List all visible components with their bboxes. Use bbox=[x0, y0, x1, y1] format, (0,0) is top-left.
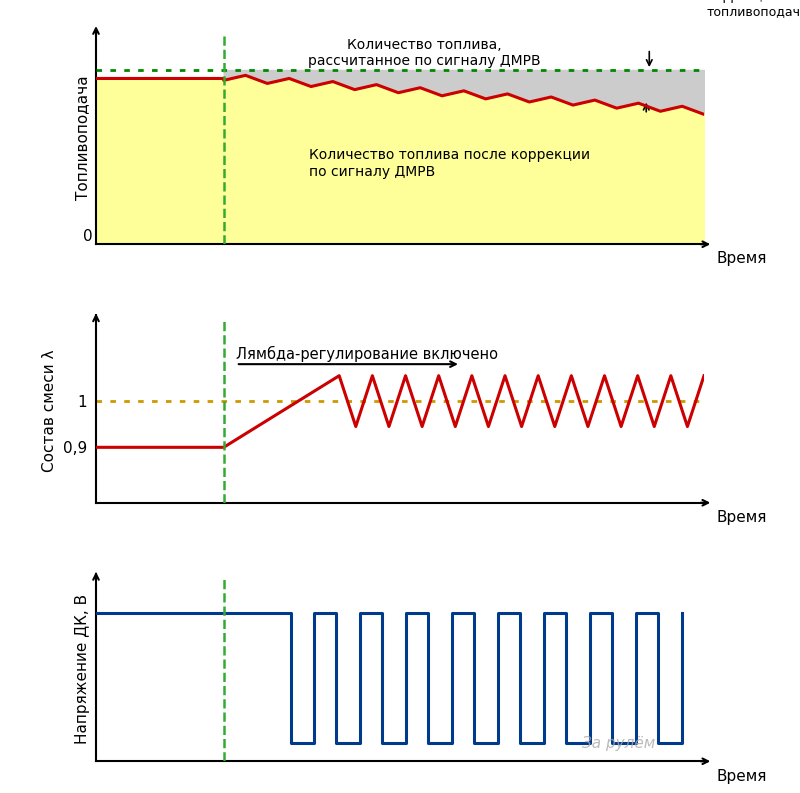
Text: Время: Время bbox=[716, 510, 766, 525]
Text: Количество топлива,
рассчитанное по сигналу ДМРВ: Количество топлива, рассчитанное по сигн… bbox=[308, 38, 541, 68]
Text: За рулём: За рулём bbox=[582, 737, 656, 751]
Text: Лямбда-регулирование включено: Лямбда-регулирование включено bbox=[236, 346, 498, 362]
Y-axis label: Состав смеси λ: Состав смеси λ bbox=[42, 349, 57, 472]
Text: Коррекция
топливоподачи: Коррекция топливоподачи bbox=[707, 0, 800, 18]
Text: 0: 0 bbox=[83, 229, 93, 244]
Text: Время: Время bbox=[716, 251, 766, 266]
Y-axis label: Напряжение ДК, В: Напряжение ДК, В bbox=[75, 594, 90, 744]
Y-axis label: Топливоподача: Топливоподача bbox=[75, 75, 90, 201]
Text: Количество топлива после коррекции
по сигналу ДМРВ: Количество топлива после коррекции по си… bbox=[309, 148, 590, 178]
Text: Время: Время bbox=[716, 768, 766, 783]
